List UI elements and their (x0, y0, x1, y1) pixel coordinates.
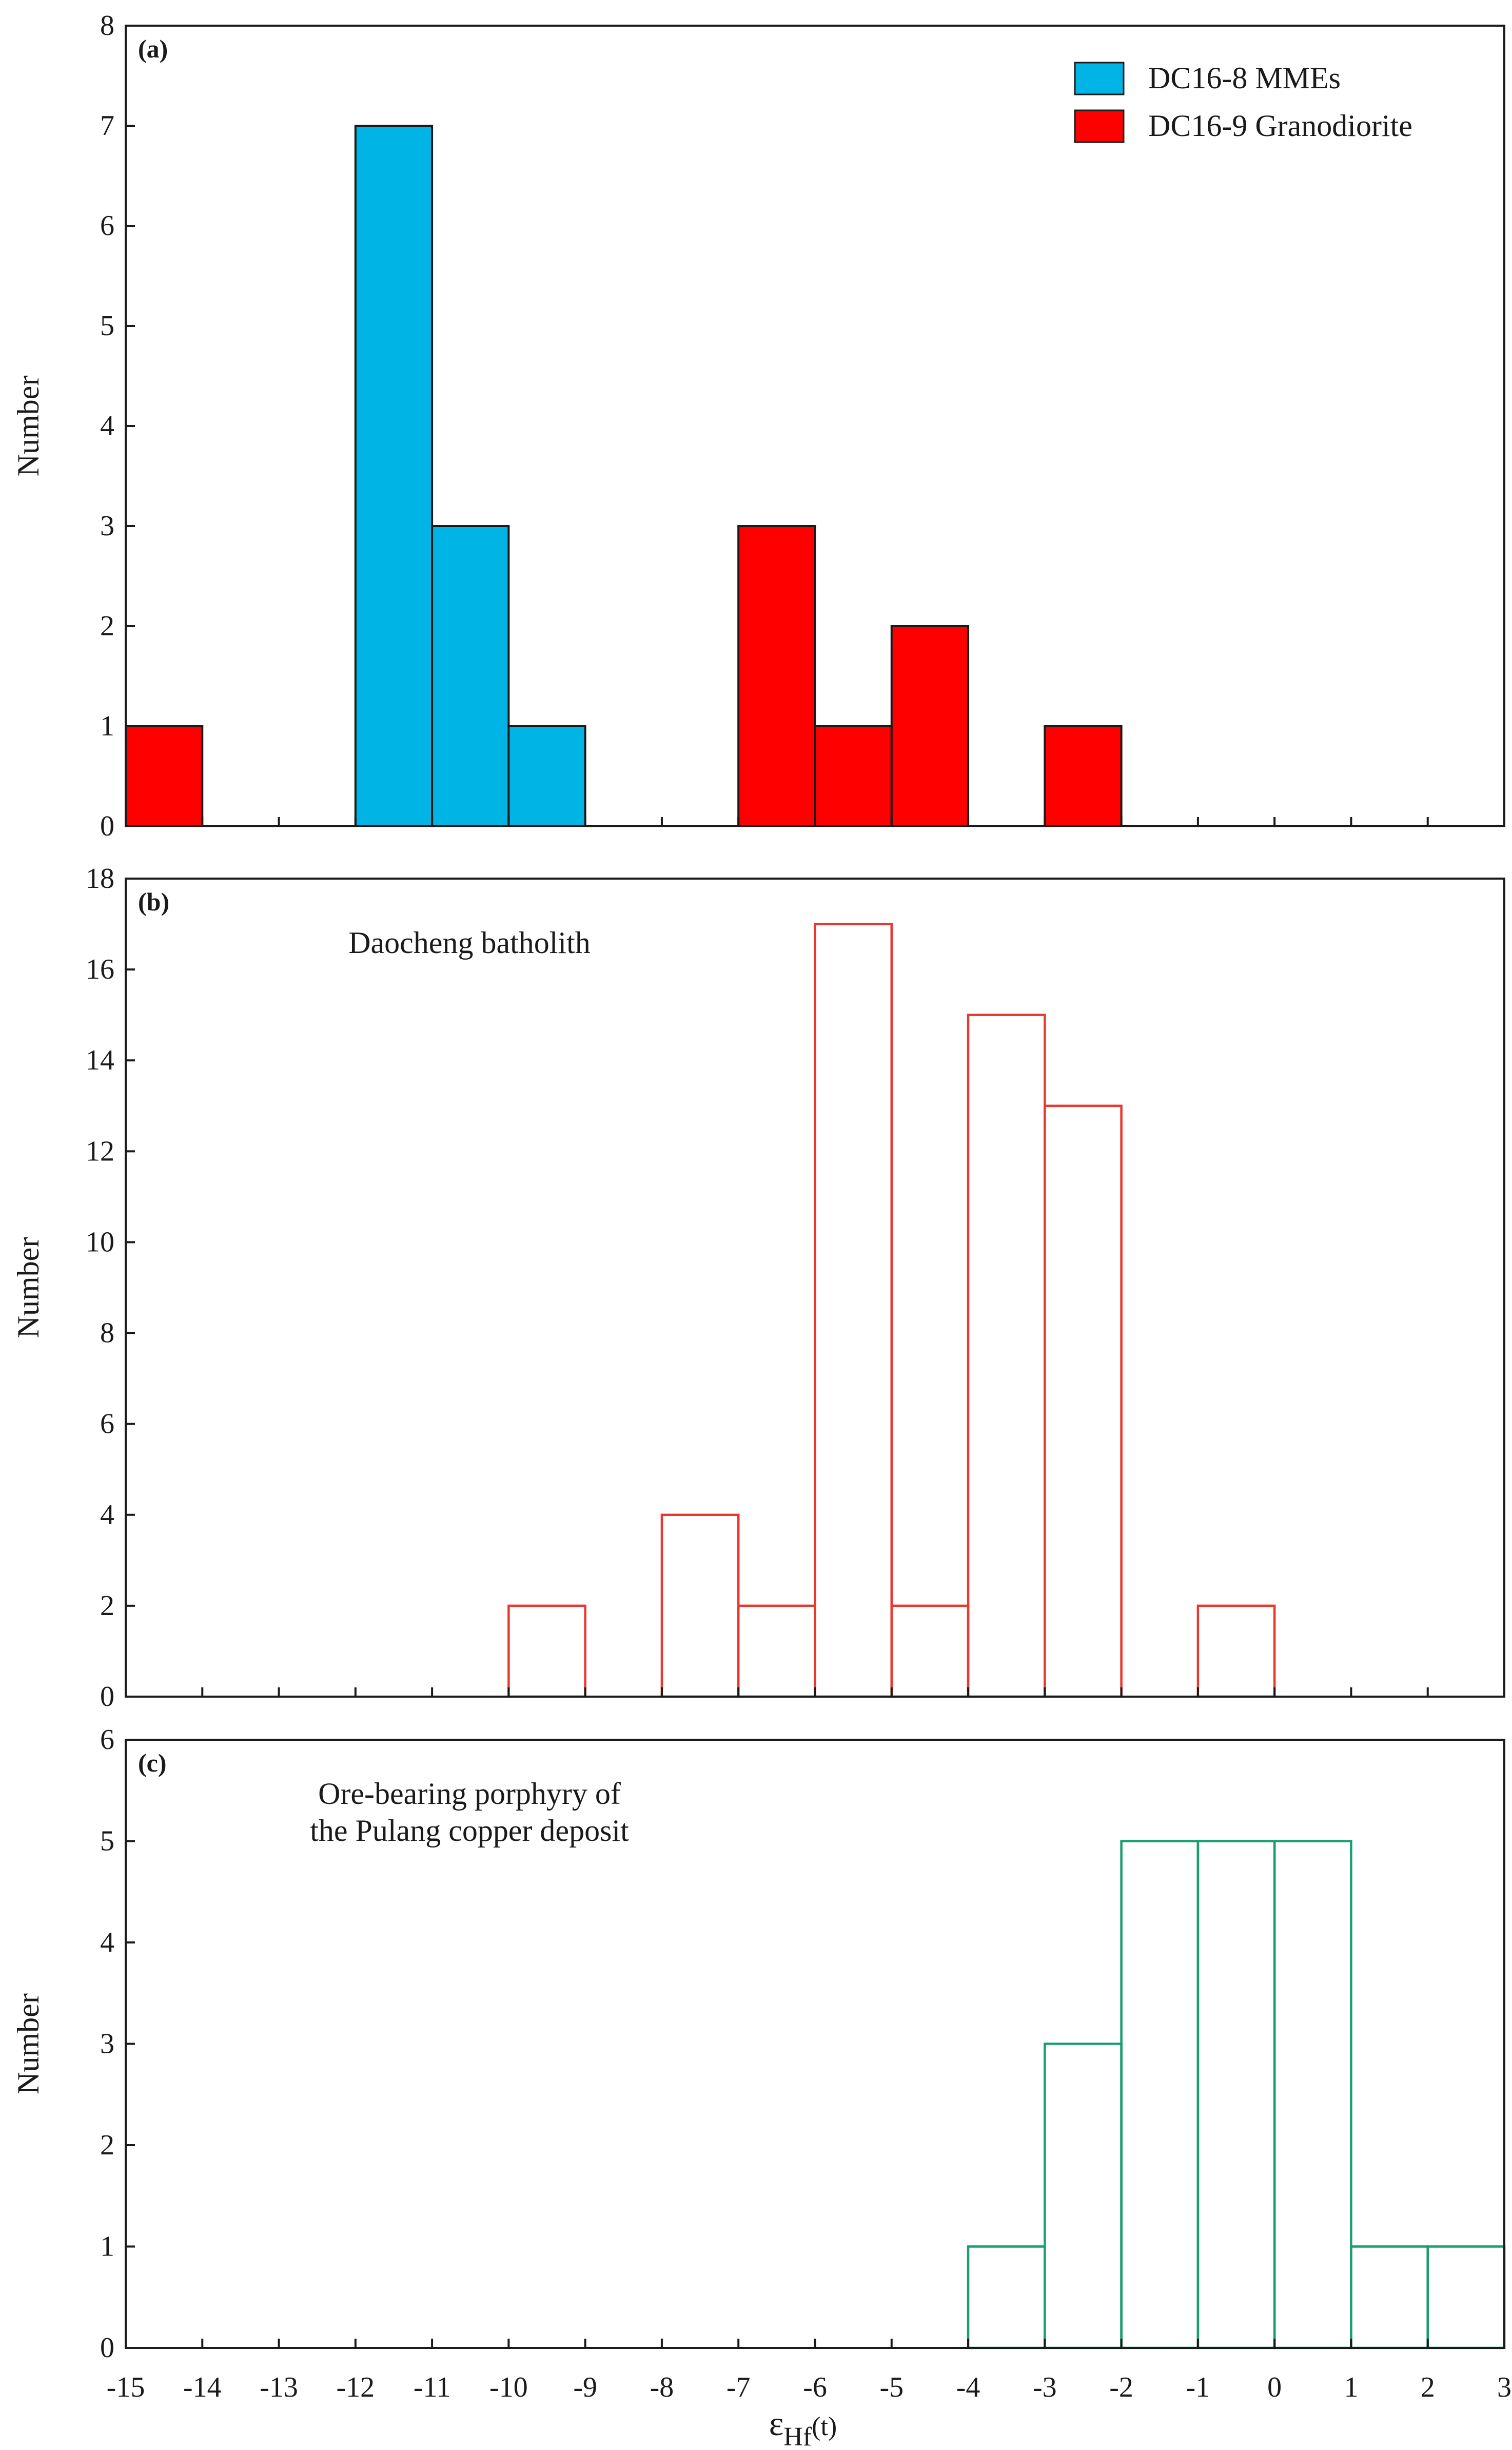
y-tick-label: 6 (100, 1408, 114, 1440)
x-tick-label: -15 (107, 2371, 145, 2403)
y-tick-label: 12 (86, 1135, 114, 1167)
y-tick-label: 8 (100, 10, 114, 42)
x-tick-label: -14 (183, 2371, 222, 2403)
panel-c: 0 1 2 3 4 5 6 Number (c) Ore-bearing porphyry oft… (11, 1724, 1506, 2364)
y-axis-label: Number (11, 1993, 45, 2094)
panel-b: 0 2 4 6 8 10 12 14 16 18 Number (b) Daocheng batholi… (11, 863, 1505, 1713)
x-tick-label: 2 (1421, 2371, 1435, 2403)
y-tick-label: 5 (100, 310, 114, 342)
y-tick-label: 0 (100, 1681, 114, 1713)
panel-annotation: Daocheng batholith (348, 926, 591, 960)
legend-swatch (1074, 62, 1125, 95)
panel-tag: (b) (138, 887, 169, 916)
x-tick-label: 0 (1267, 2371, 1282, 2403)
legend-label: DC16-9 Granodiorite (1148, 109, 1412, 143)
panel-a: 0 1 2 3 4 5 6 7 8 Number (a) DC16-8 MMEs DC16-9 Gran… (11, 10, 1505, 842)
x-tick-label: -4 (956, 2371, 980, 2403)
x-tick-label: -5 (879, 2371, 904, 2403)
legend-swatch (1074, 109, 1125, 143)
y-tick-label: 18 (86, 863, 114, 895)
x-tick-label: -6 (803, 2371, 827, 2403)
x-tick-label: -9 (573, 2371, 597, 2403)
y-tick-label: 5 (100, 1825, 114, 1857)
x-tick-label: -13 (260, 2371, 298, 2403)
y-axis-label: Number (11, 1237, 45, 1338)
x-tick-label: -2 (1109, 2371, 1133, 2403)
histogram-bar (814, 725, 893, 827)
legend-label: DC16-8 MMEs (1148, 61, 1341, 95)
y-tick-label: 7 (100, 110, 114, 142)
x-axis-label-subscript: Hf (783, 2422, 812, 2450)
x-tick-label: 1 (1344, 2371, 1358, 2403)
histogram-bar (125, 725, 204, 827)
x-axis-label: εHf(t) (769, 2404, 837, 2450)
y-tick-label: 8 (100, 1317, 114, 1349)
y-tick-label: 10 (86, 1226, 114, 1258)
x-tick-label: -10 (489, 2371, 528, 2403)
y-tick-label: 2 (100, 1590, 114, 1622)
x-axis-label-tail: (t) (812, 2412, 837, 2441)
legend: DC16-8 MMEs DC16-9 Granodiorite (1074, 61, 1412, 143)
histogram-bar (431, 525, 510, 827)
y-tick-label: 6 (100, 210, 114, 242)
x-tick-label: -8 (650, 2371, 674, 2403)
y-axis-label: Number (11, 376, 45, 477)
x-tick-label: -3 (1033, 2371, 1057, 2403)
y-tick-label: 1 (100, 710, 114, 742)
histogram-bar (507, 725, 586, 827)
histogram-bar (737, 525, 816, 827)
x-tick-label: 3 (1497, 2371, 1511, 2403)
y-tick-label: 16 (86, 954, 114, 985)
panel-tag: (a) (138, 34, 168, 63)
x-tick-label: -1 (1186, 2371, 1210, 2403)
x-tick-label: -12 (337, 2371, 375, 2403)
y-tick-label: 1 (100, 2231, 114, 2263)
y-tick-label: 0 (100, 2332, 114, 2364)
y-tick-label: 14 (86, 1044, 114, 1076)
y-tick-label: 2 (100, 610, 114, 642)
y-tick-label: 4 (100, 1927, 114, 1958)
histogram-bar (890, 625, 970, 827)
panel-annotation: Ore-bearing porphyry of (318, 1777, 621, 1811)
y-tick-label: 6 (100, 1724, 114, 1756)
x-axis-label-epsilon: ε (769, 2404, 784, 2443)
y-tick-label: 0 (100, 810, 114, 842)
x-tick-label: -11 (414, 2371, 451, 2403)
histogram-bar (354, 125, 434, 827)
panel-annotation: the Pulang copper deposit (310, 1814, 629, 1848)
x-axis: -15 -14 -13 -12 -11 -10 -9 -8 -7 -6 -5 -4 -3 -2 -1 0 1 2 3 (107, 2371, 1511, 2403)
x-tick-label: -7 (726, 2371, 751, 2403)
panel-tag: (c) (138, 1748, 167, 1777)
y-tick-label: 3 (100, 2028, 114, 2060)
histogram-bar (1044, 725, 1123, 827)
y-tick-label: 2 (100, 2129, 114, 2161)
y-tick-label: 3 (100, 510, 114, 542)
y-tick-label: 4 (100, 410, 114, 442)
y-tick-label: 4 (100, 1499, 114, 1531)
